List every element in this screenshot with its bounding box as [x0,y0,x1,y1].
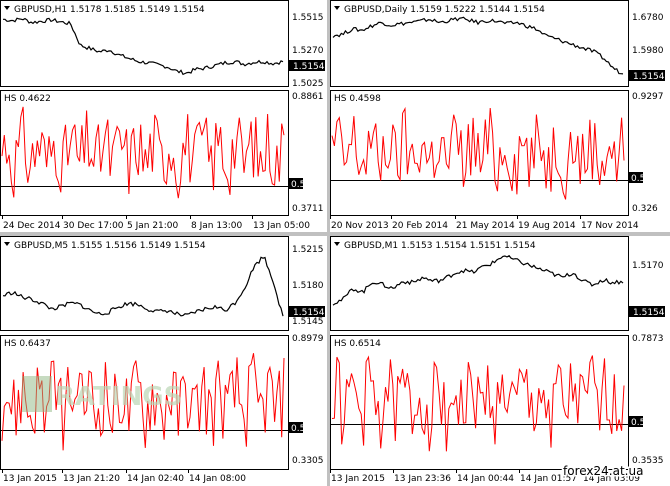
time-axis-label: 20 Nov 2013 [331,221,389,231]
chart-splitter-horizontal[interactable] [0,232,670,236]
price-axis-label: 1.6780 [632,13,664,23]
price-pane-frame [0,236,289,331]
hs-axis-max: 0.9297 [632,92,664,102]
hs-level-box [289,422,303,433]
hs-level-label: 0.5 [291,180,305,190]
time-axis-label: 20 Feb 2014 [392,221,448,231]
hs-level-label: 0.5 [631,418,645,428]
price-axis-label: 1.5980 [632,46,664,56]
chart-splitter-vertical[interactable] [327,0,330,486]
current-price-label: 1.5154 [293,308,325,318]
hs-axis-max: 0.7873 [632,334,664,344]
hs-level-label: 0.5 [631,174,645,184]
chart-window-m5[interactable]: GBPUSD,M5 1.5155 1.5156 1.5149 1.5154 1.5… [0,236,325,485]
time-axis-label: 17 Nov 2014 [581,221,639,231]
symbol-header: GBPUSD,M5 1.5155 1.5156 1.5149 1.5154 [14,241,206,251]
price-axis-label: 1.5270 [292,46,324,56]
dropdown-triangle-icon[interactable] [334,242,340,246]
time-axis-label: 24 Dec 2014 [3,221,61,231]
hs-axis-min: 0.3305 [292,456,324,466]
time-axis-label: 21 May 2014 [456,221,515,231]
symbol-header: GBPUSD,Daily 1.5159 1.5222 1.5144 1.5154 [344,5,545,15]
time-axis-label: 14 Jan 01:57 [520,474,577,484]
price-axis-label: 1.5170 [632,261,664,271]
current-price-label: 1.5154 [293,62,325,72]
symbol-header: GBPUSD,M1 1.5153 1.5154 1.5151 1.5154 [344,241,536,251]
price-series-line [332,254,624,306]
hs-level-label: 0.5 [291,424,305,434]
hs-level-box [289,178,303,189]
hs-indicator-label: HS 0.4598 [334,94,381,104]
dropdown-triangle-icon[interactable] [334,6,340,10]
price-axis-label: 1.5180 [292,281,324,291]
hs-series-line [1,106,285,199]
time-axis-label: 19 Aug 2014 [518,221,576,231]
time-axis-label: 13 Jan 2015 [331,474,385,484]
hs-axis-min: 0.3711 [292,204,324,214]
hs-axis-min: 0.3535 [632,456,664,466]
chart-window-daily[interactable]: GBPUSD,Daily 1.5159 1.5222 1.5144 1.5154… [330,0,665,232]
hs-level-box [629,172,643,183]
time-axis-label: 14 Jan 02:40 [127,474,184,484]
price-axis-label: 1.5025 [292,79,324,89]
hs-axis-max: 0.8861 [292,92,324,102]
time-axis-label: 13 Jan 05:00 [253,221,310,231]
price-axis-label: 1.5145 [292,317,324,327]
time-axis-label: 8 Jan 13:00 [191,221,243,231]
hs-indicator-label: HS 0.4622 [4,94,51,104]
current-price-box [289,306,325,317]
site-watermark-label: forex24.at.ua [563,464,643,478]
price-pane-frame [330,0,629,87]
price-series-line [3,17,284,76]
time-axis-label: 13 Jan 23:36 [394,474,451,484]
price-series-line [332,16,624,75]
hs-axis-min: 0.326 [632,204,658,214]
hs-indicator-label: HS 0.6437 [4,339,51,349]
indicator-pane-frame [0,335,289,470]
hs-indicator-label: HS 0.6514 [334,339,381,349]
indicator-pane-frame [330,335,629,470]
hs-series-line [331,355,625,452]
dropdown-triangle-icon[interactable] [4,242,10,246]
symbol-header: GBPUSD,H1 1.5178 1.5185 1.5149 1.5154 [14,5,205,15]
watermark-logo-icon [22,376,52,412]
price-axis-label: 1.5515 [292,13,324,23]
time-axis-label: 5 Jan 21:00 [127,221,179,231]
current-price-box [289,60,325,71]
chart-window-h1[interactable]: GBPUSD,H1 1.5178 1.5185 1.5149 1.5154 1.5… [0,0,325,232]
time-axis-label: 13 Jan 21:20 [63,474,120,484]
indicator-pane-frame [330,90,629,216]
indicator-pane-frame [0,90,289,216]
time-axis-label: 30 Dec 17:00 [63,221,124,231]
price-series-line [2,256,284,317]
time-axis-label: 13 Jan 2015 [3,474,57,484]
price-pane-frame [330,236,629,331]
current-price-label: 1.5154 [633,308,665,318]
current-price-box [629,70,665,81]
price-axis-label: 1.5215 [292,245,324,255]
hs-axis-max: 0.8979 [292,334,324,344]
current-price-label: 1.5154 [633,72,665,82]
dropdown-triangle-icon[interactable] [4,6,10,10]
time-axis-label: 14 Jan 08:00 [189,474,246,484]
hs-series-line [331,106,625,200]
time-axis-label: 14 Jan 00:44 [457,474,514,484]
time-axis-label: 14 Jan 03:09 [583,474,640,484]
chart-window-m1[interactable]: GBPUSD,M1 1.5153 1.5154 1.5151 1.5154 1.5… [330,236,665,485]
current-price-box [629,306,665,317]
hs-level-box [629,416,643,427]
price-pane-frame [0,0,289,87]
ratings-watermark: RATINGS [55,382,182,412]
